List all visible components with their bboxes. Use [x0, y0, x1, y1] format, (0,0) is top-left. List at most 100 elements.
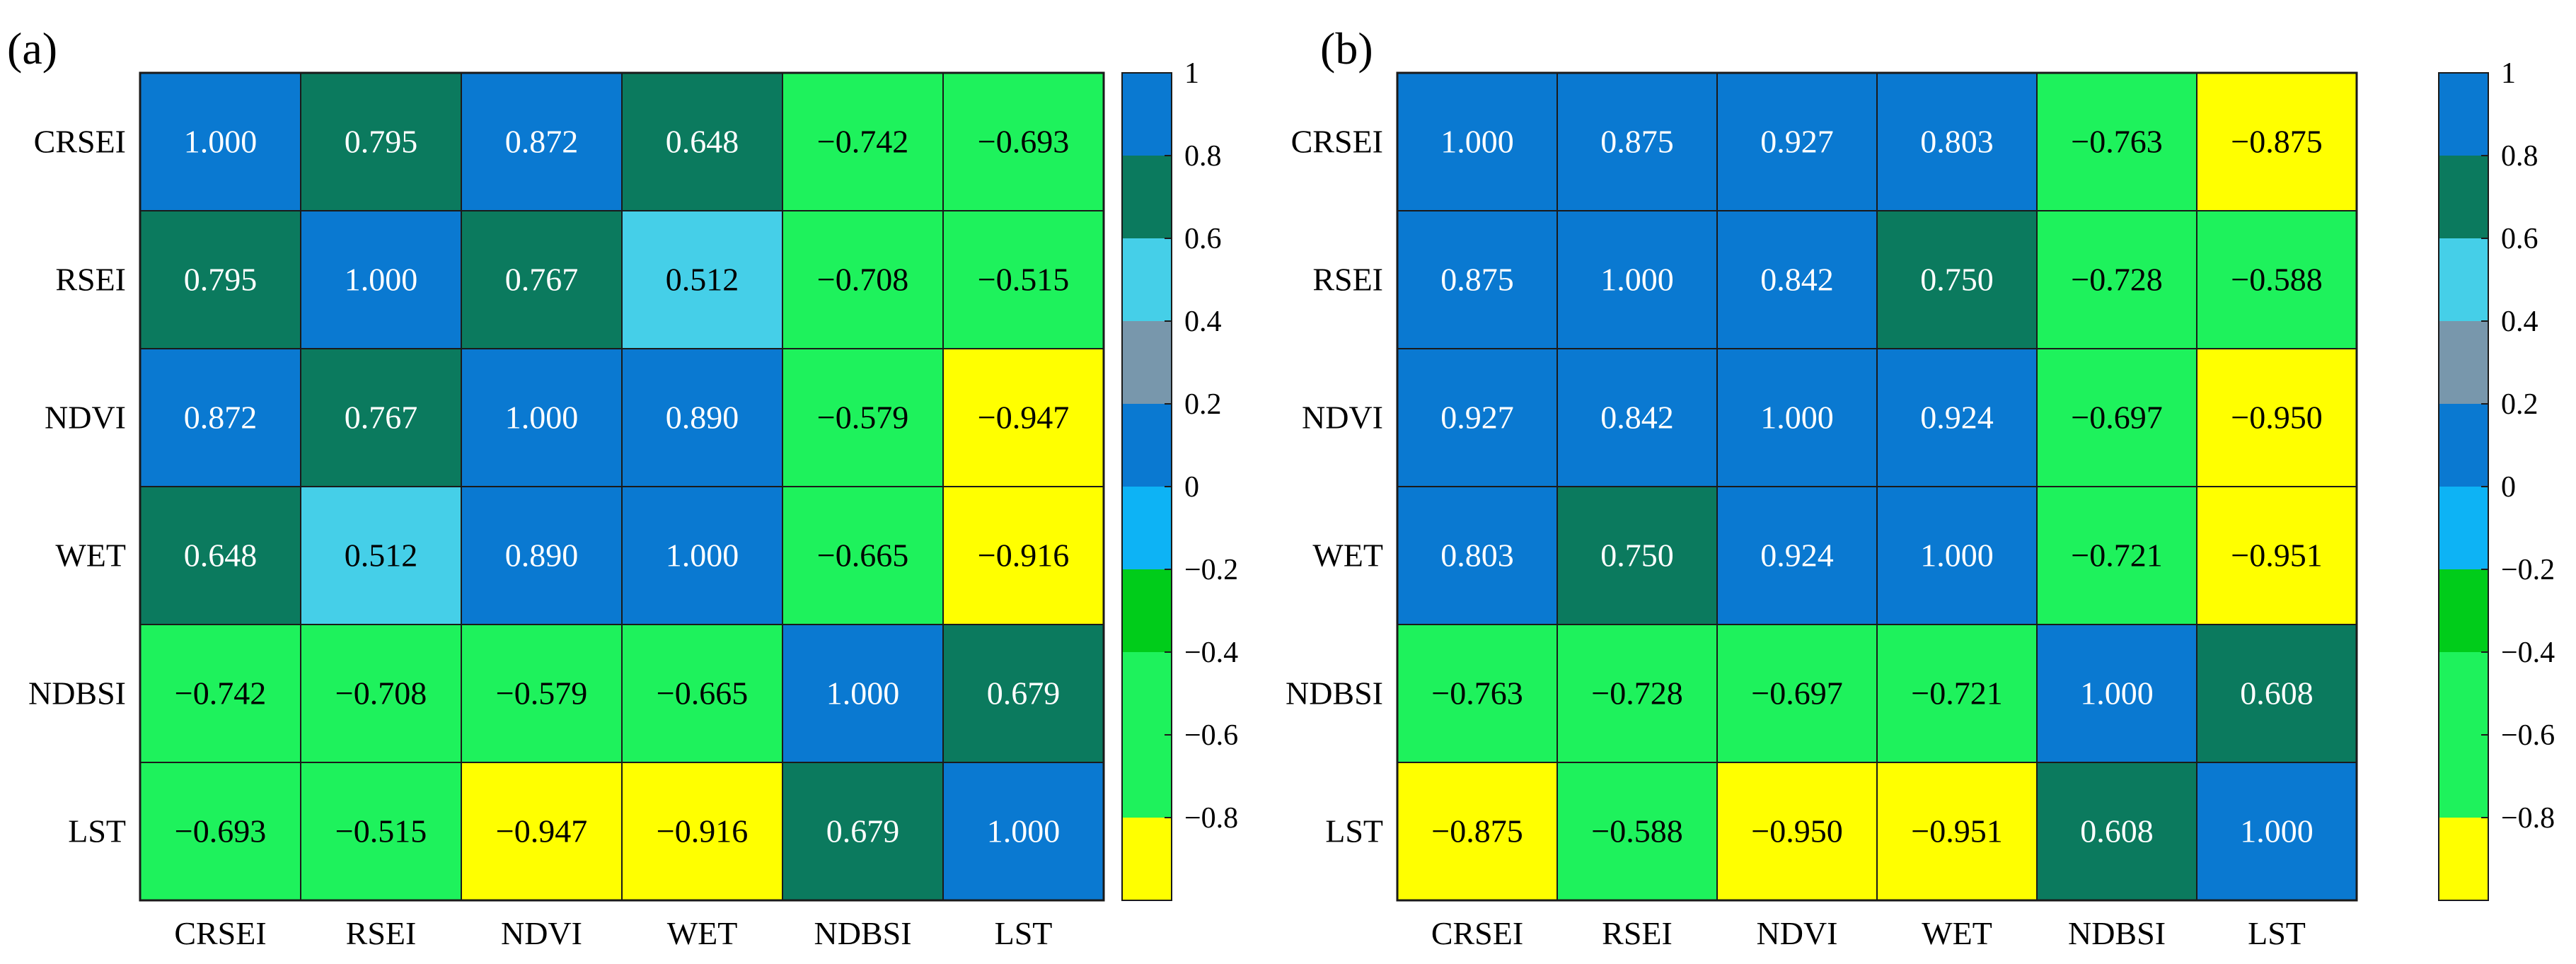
y-tick-label: NDVI: [45, 400, 126, 436]
cell-value-label: −0.763: [1431, 675, 1523, 712]
cell-value-label: −0.708: [335, 675, 427, 712]
y-tick-label: CRSEI: [34, 124, 126, 160]
cell-value-label: −0.950: [1751, 813, 1842, 849]
cell-value-label: −0.951: [2231, 538, 2322, 574]
cell-value-label: −0.721: [2071, 538, 2162, 574]
heatmap-cell: [461, 348, 623, 487]
cell-value-label: −0.515: [335, 813, 427, 849]
colorbar-band: [2439, 818, 2488, 900]
cell-value-label: 0.842: [1600, 400, 1674, 436]
y-tick-label: WET: [55, 538, 126, 574]
cell-value-label: 1.000: [987, 813, 1061, 849]
cell-value-label: 0.648: [666, 124, 739, 160]
cell-value-label: 1.000: [826, 675, 900, 712]
colorbar: 1 0.8 0.6 0.4 0.2 0 −0.2 −0.4 −0.6 −0.8: [1121, 57, 1238, 901]
cell-value-label: 0.750: [1600, 538, 1674, 574]
cell-value-label: −0.947: [978, 400, 1069, 436]
cell-value-label: 0.767: [345, 400, 418, 436]
cell-value-label: −0.728: [2071, 262, 2162, 298]
cell-value-label: 0.795: [184, 262, 258, 298]
colorbar-tick-label: 0.4: [1184, 306, 1222, 338]
colorbar-band: [1122, 735, 1172, 818]
x-tick-label: CRSEI: [174, 915, 266, 951]
cell-value-label: 1.000: [1440, 124, 1514, 160]
x-tick-label: WET: [1922, 915, 1992, 951]
heatmap-cell: [1556, 72, 1718, 211]
heatmap-cell: [461, 486, 623, 625]
colorbar-band: [1122, 652, 1172, 735]
heatmap-cell: [782, 624, 944, 763]
cell-value-label: 1.000: [505, 400, 579, 436]
heatmap-cell: [942, 72, 1104, 211]
y-tick-label: WET: [1312, 538, 1383, 574]
colorbar-tick-label: 0.6: [2501, 223, 2539, 255]
cell-value-label: −0.875: [2231, 124, 2322, 160]
cell-value-label: −0.721: [1911, 675, 2002, 712]
cell-value-label: 0.795: [345, 124, 418, 160]
colorbar-tick-label: −0.2: [1184, 554, 1238, 586]
colorbar-tick-label: −0.8: [2501, 802, 2555, 835]
heatmap-cell: [139, 624, 301, 763]
panel-label: (b): [1320, 23, 1373, 74]
colorbar-band: [2439, 404, 2488, 487]
cell-value-label: −0.763: [2071, 124, 2162, 160]
heatmap-cell: [2036, 210, 2197, 349]
heatmap-cell: [139, 72, 301, 211]
x-tick-label: NDVI: [1757, 915, 1838, 951]
cell-value-label: 1.000: [1600, 262, 1674, 298]
heatmap-cell: [2196, 762, 2357, 901]
heatmap-cell: [300, 210, 462, 349]
cell-value-label: 0.608: [2080, 813, 2154, 849]
cell-value-label: −0.951: [1911, 813, 2002, 849]
colorbar-tick-label: −0.8: [1184, 802, 1238, 835]
colorbar-band: [1122, 321, 1172, 404]
cell-value-label: 0.927: [1760, 124, 1834, 160]
heatmap-cell: [942, 210, 1104, 349]
colorbar-tick-label: −0.2: [2501, 554, 2555, 586]
colorbar-tick-label: 0.2: [2501, 388, 2539, 421]
y-tick-label: CRSEI: [1291, 124, 1383, 160]
cell-value-label: 1.000: [2240, 813, 2314, 849]
cell-value-label: 1.000: [666, 538, 739, 574]
y-tick-label: NDVI: [1302, 400, 1383, 436]
heatmap-cell: [2196, 624, 2357, 763]
heatmap-cell: [1716, 348, 1878, 487]
cell-value-label: −0.728: [1591, 675, 1682, 712]
heatmap-frame: [1396, 71, 2358, 902]
y-tick-label: LST: [68, 813, 126, 849]
heatmap-cell: [782, 72, 944, 211]
cell-value-label: 0.803: [1440, 538, 1514, 574]
cell-value-label: −0.665: [657, 675, 748, 712]
heatmap-cell: [621, 486, 783, 625]
colorbar-tick-label: 1: [2501, 57, 2516, 90]
heatmap-cell: [139, 486, 301, 625]
heatmap-cell: [461, 624, 623, 763]
x-tick-label: NDBSI: [814, 915, 911, 951]
x-tick-label: RSEI: [346, 915, 417, 951]
heatmap-frame: [139, 71, 1105, 902]
cell-value-label: 0.648: [184, 538, 258, 574]
colorbar-band: [1122, 569, 1172, 652]
cell-value-label: 1.000: [345, 262, 418, 298]
colorbar-tick-label: 0.2: [1184, 388, 1222, 421]
heatmap-cell: [1876, 486, 2038, 625]
cell-value-label: −0.916: [657, 813, 748, 849]
heatmap-cell: [1556, 762, 1718, 901]
cell-value-label: 0.608: [2240, 675, 2314, 712]
cell-value-label: −0.693: [175, 813, 266, 849]
cell-value-label: 0.679: [987, 675, 1061, 712]
colorbar-band: [1122, 73, 1172, 156]
colorbar-band: [1122, 238, 1172, 321]
heatmap-cell: [1716, 72, 1878, 211]
heatmap-cell: [1876, 624, 2038, 763]
x-tick-label: LST: [995, 915, 1053, 951]
cell-value-label: −0.697: [1751, 675, 1842, 712]
heatmap-cell: [1876, 762, 2038, 901]
colorbar-band: [1122, 404, 1172, 487]
cell-value-label: 0.512: [666, 262, 739, 298]
cell-value-label: 0.875: [1600, 124, 1674, 160]
cell-value-label: 0.679: [826, 813, 900, 849]
cell-value-label: 0.924: [1920, 400, 1994, 436]
colorbar-tick-label: 1: [1184, 57, 1199, 90]
heatmap-cell: [621, 624, 783, 763]
